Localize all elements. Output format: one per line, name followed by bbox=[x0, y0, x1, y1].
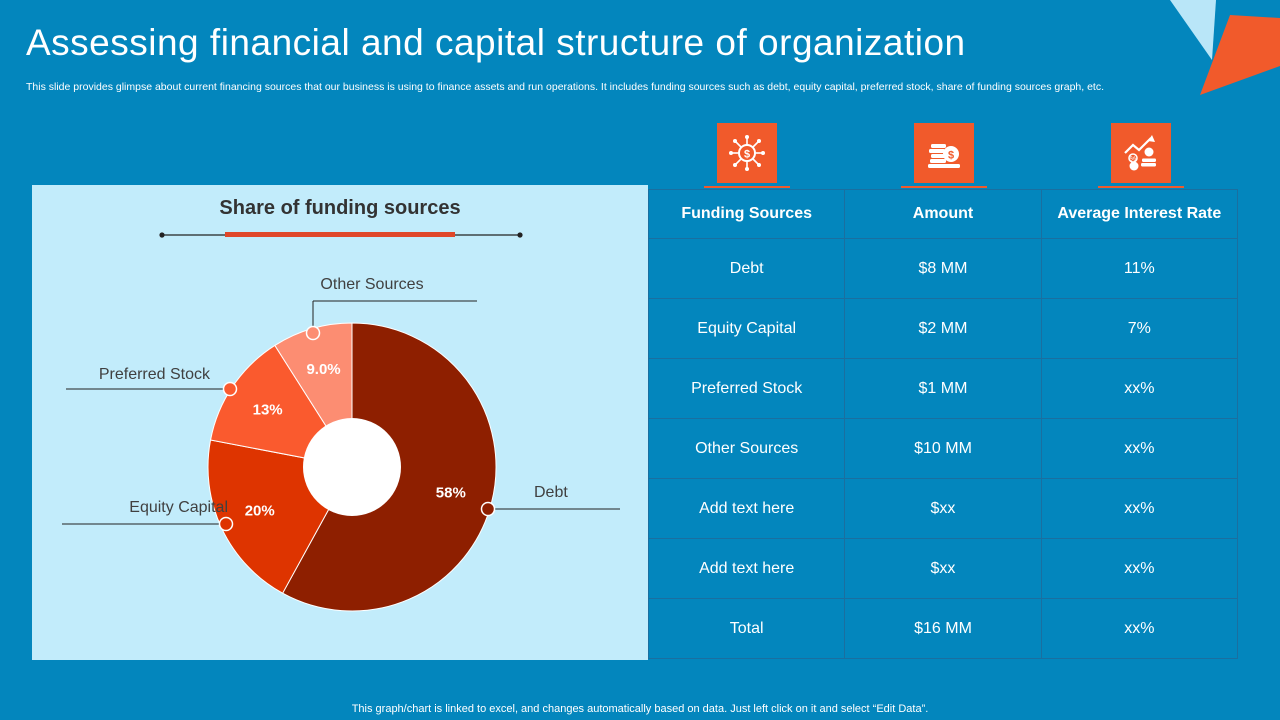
category-label-preferred-stock: Preferred Stock bbox=[99, 366, 211, 383]
cell-rate: xx% bbox=[1040, 358, 1239, 419]
cell-funding-source: Preferred Stock bbox=[647, 358, 846, 419]
table-row: Equity Capital $2 MM 7% bbox=[647, 298, 1239, 359]
dollar-network-icon: $ bbox=[717, 123, 777, 183]
cell-funding-source: Total bbox=[647, 598, 846, 659]
chart-title-rule-dot-left bbox=[159, 232, 165, 238]
data-label-preferred-stock: 13% bbox=[253, 402, 283, 419]
svg-text:$: $ bbox=[948, 150, 954, 162]
page-subtitle: This slide provides glimpse about curren… bbox=[26, 81, 1105, 93]
cell-amount: $2 MM bbox=[844, 298, 1042, 359]
category-label-debt: Debt bbox=[534, 484, 568, 501]
donut-chart[interactable]: 58% Debt 20% Equity Capital 13% Preferred Sto… bbox=[32, 185, 648, 660]
cell-funding-source: Other Sources bbox=[647, 418, 846, 479]
cell-amount: $xx bbox=[844, 538, 1042, 599]
svg-text:$: $ bbox=[744, 149, 750, 161]
cell-amount: $10 MM bbox=[844, 418, 1042, 479]
cell-rate: xx% bbox=[1040, 538, 1239, 599]
connector-dot-other-sources bbox=[305, 325, 321, 341]
data-label-other-sources: 9.0% bbox=[306, 361, 340, 378]
header-funding-sources: Funding Sources bbox=[647, 189, 846, 239]
coins-icon: $ bbox=[914, 123, 974, 183]
cell-rate: 11% bbox=[1040, 238, 1239, 299]
header-amount: Amount bbox=[844, 189, 1042, 239]
cell-amount: $xx bbox=[844, 478, 1042, 539]
svg-text:%: % bbox=[1130, 156, 1136, 163]
header-average-interest-rate: Average Interest Rate bbox=[1040, 189, 1239, 239]
icon-underline-1 bbox=[704, 186, 790, 188]
growth-chart-icon: % bbox=[1111, 123, 1171, 183]
donut-hole bbox=[303, 418, 401, 516]
corner-decoration bbox=[1170, 0, 1280, 95]
cell-rate: xx% bbox=[1040, 478, 1239, 539]
cell-rate: xx% bbox=[1040, 598, 1239, 659]
cell-amount: $1 MM bbox=[844, 358, 1042, 419]
table-row-total: Total $16 MM xx% bbox=[647, 598, 1239, 659]
footer-note: This graph/chart is linked to excel, and… bbox=[351, 703, 929, 715]
data-label-equity-capital: 20% bbox=[245, 502, 275, 519]
funding-table: Funding Sources Amount Average Interest … bbox=[647, 189, 1239, 659]
category-label-equity-capital: Equity Capital bbox=[129, 499, 228, 516]
table-row: Add text here $xx xx% bbox=[647, 538, 1239, 599]
cell-rate: xx% bbox=[1040, 418, 1239, 479]
table-row: Preferred Stock $1 MM xx% bbox=[647, 358, 1239, 419]
cell-amount: $8 MM bbox=[844, 238, 1042, 299]
icon-underline-2 bbox=[901, 186, 987, 188]
cell-funding-source: Add text here bbox=[647, 538, 846, 599]
cell-amount: $16 MM bbox=[844, 598, 1042, 659]
chart-title: Share of funding sources bbox=[219, 197, 461, 219]
connector-dot-preferred-stock bbox=[222, 381, 238, 397]
table-row: Debt $8 MM 11% bbox=[647, 238, 1239, 299]
table-header-row: Funding Sources Amount Average Interest … bbox=[647, 189, 1239, 239]
connector-dot-debt bbox=[480, 501, 496, 517]
cell-funding-source: Debt bbox=[647, 238, 846, 299]
cell-rate: 7% bbox=[1040, 298, 1239, 359]
table-row: Add text here $xx xx% bbox=[647, 478, 1239, 539]
icon-underline-3 bbox=[1098, 186, 1184, 188]
chart-title-accent-bar bbox=[225, 232, 455, 237]
category-label-other-sources: Other Sources bbox=[320, 276, 423, 293]
chart-title-rule-dot-right bbox=[517, 232, 523, 238]
page-title: Assessing financial and capital structur… bbox=[26, 22, 966, 63]
chart-panel: Share of funding sources 58% Debt 20% Equit… bbox=[32, 185, 648, 660]
table-row: Other Sources $10 MM xx% bbox=[647, 418, 1239, 479]
cell-funding-source: Add text here bbox=[647, 478, 846, 539]
connector-dot-equity-capital bbox=[218, 516, 234, 532]
data-label-debt: 58% bbox=[436, 484, 466, 501]
cell-funding-source: Equity Capital bbox=[647, 298, 846, 359]
